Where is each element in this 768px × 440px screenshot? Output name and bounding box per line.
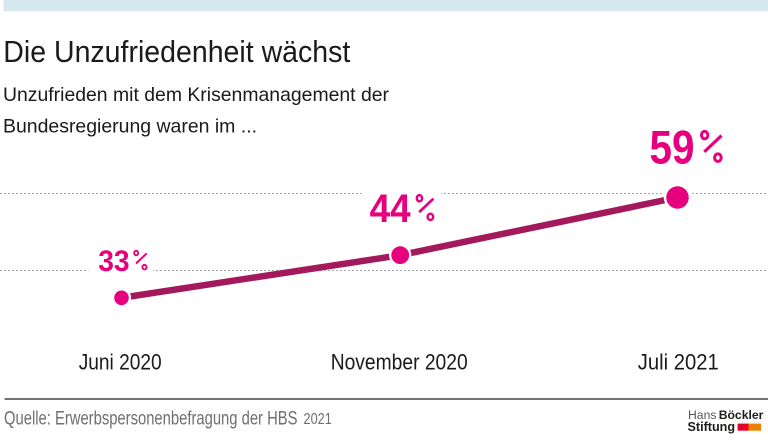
svg-text:44: 44 — [370, 187, 411, 231]
svg-text:November 2020: November 2020 — [331, 349, 468, 374]
svg-text:Hans: Hans — [688, 408, 716, 422]
svg-text:Quelle: Erwerbspersonenbefragu: Quelle: Erwerbspersonenbefragung der HBS — [4, 408, 298, 430]
svg-text:Unzufrieden mit dem Krisenmana: Unzufrieden mit dem Krisenmanagement der — [3, 84, 390, 106]
svg-text:Böckler: Böckler — [719, 408, 764, 422]
svg-text:Juli 2021: Juli 2021 — [638, 349, 719, 374]
svg-text:Juni 2020: Juni 2020 — [79, 349, 162, 374]
svg-text:59: 59 — [650, 122, 695, 175]
svg-text:Die Unzufriedenheit wächst: Die Unzufriedenheit wächst — [3, 34, 350, 69]
svg-text:Stiftung: Stiftung — [688, 420, 736, 434]
svg-text:33: 33 — [98, 245, 129, 278]
svg-text:Bundesregierung waren im ...: Bundesregierung waren im ... — [3, 115, 257, 137]
svg-text:2021: 2021 — [304, 411, 332, 428]
